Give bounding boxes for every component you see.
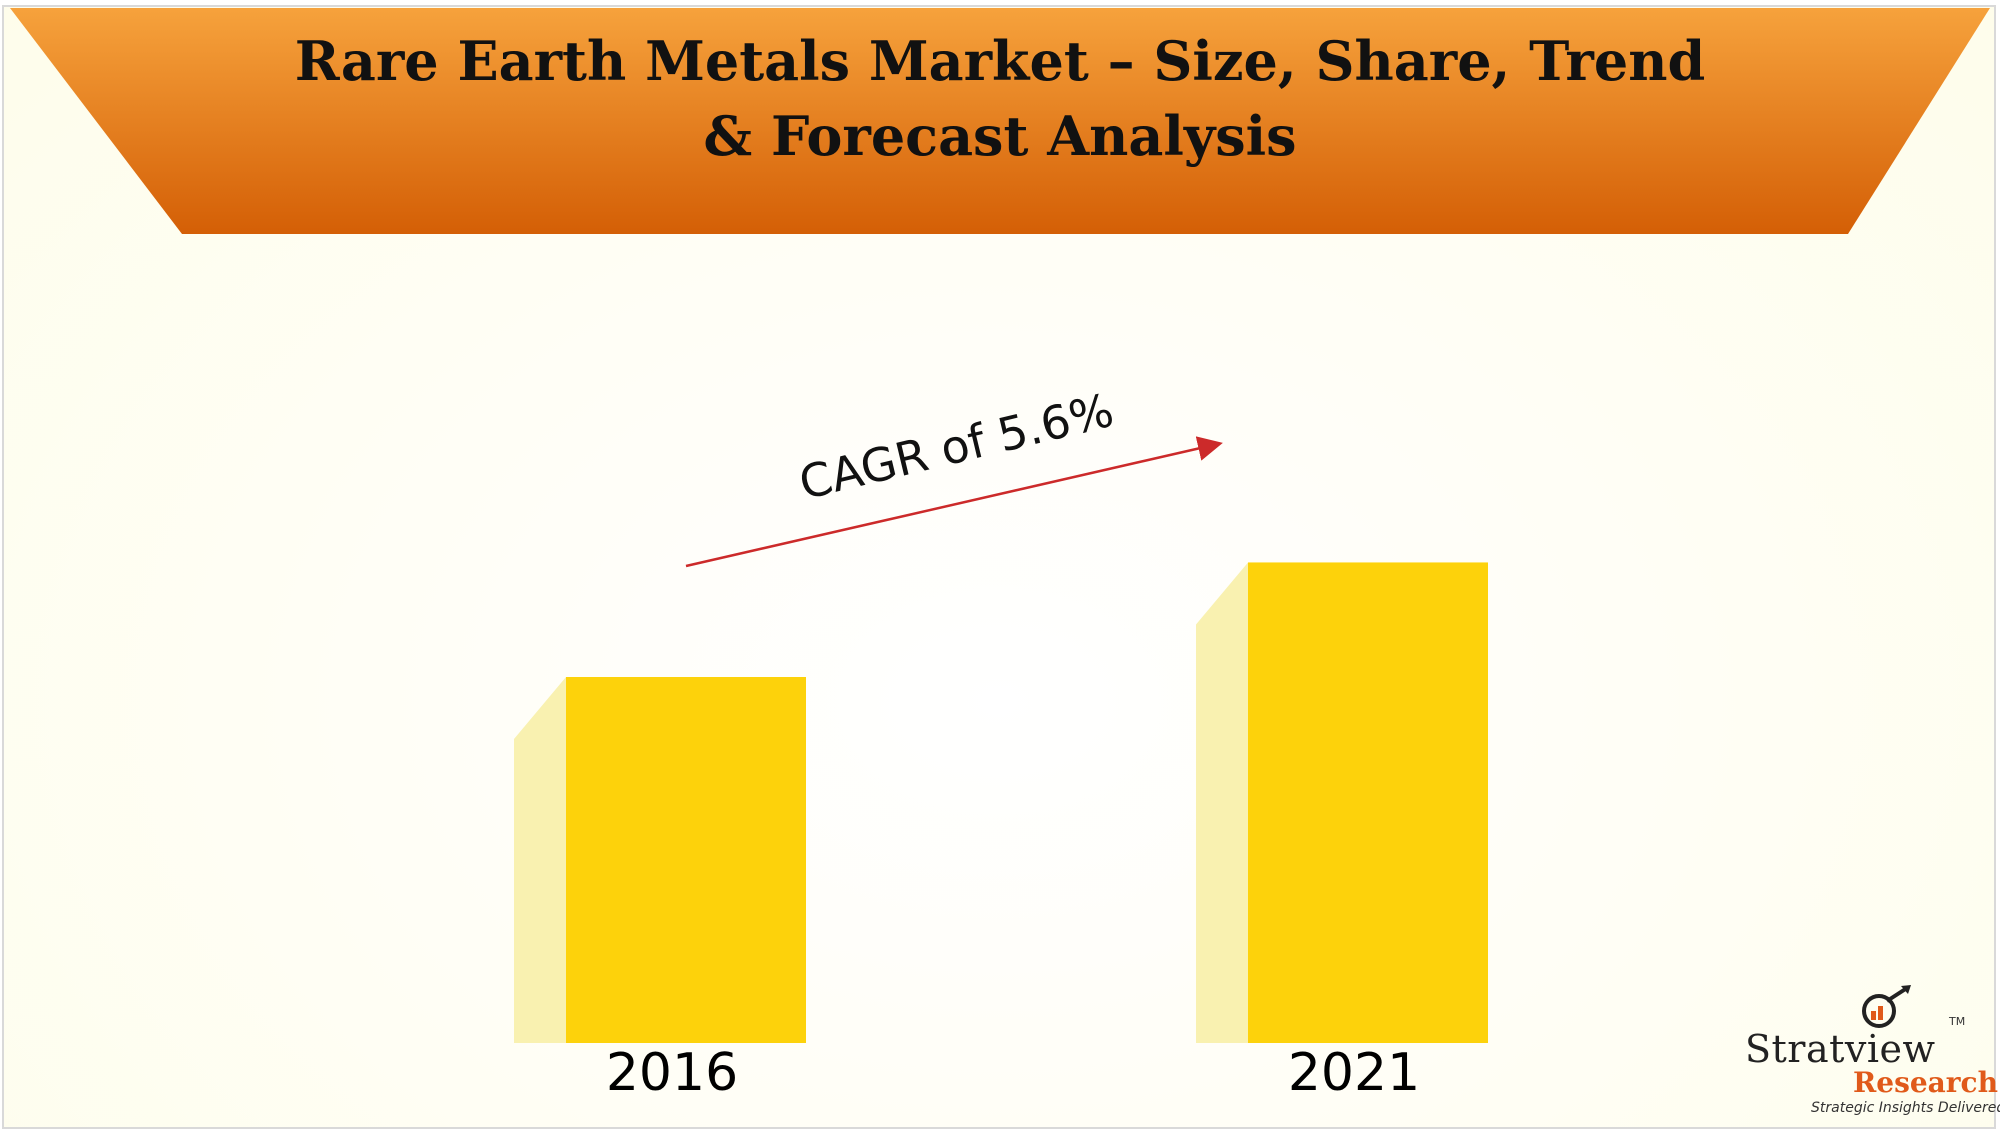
x-tick-label-2016: 2016 xyxy=(606,1043,738,1103)
magnifier-chart-icon xyxy=(1862,985,1911,1028)
x-tick-label-2021: 2021 xyxy=(1288,1043,1420,1103)
logo-brand: Stratview xyxy=(1745,1027,1936,1071)
title-banner xyxy=(10,8,1990,234)
logo-sub: Research xyxy=(1853,1066,1998,1099)
chart-title-line-2: & Forecast Analysis xyxy=(703,104,1296,168)
bar-2016 xyxy=(566,677,806,1043)
bar-side-2016 xyxy=(514,677,566,1043)
logo-tm: TM xyxy=(1949,1015,1966,1028)
bars-layer: 2016 2021 xyxy=(514,562,1488,1103)
bar-2021 xyxy=(1248,562,1488,1043)
cagr-arrow xyxy=(685,436,1223,568)
stratview-logo: Stratview TM Research Strategic Insights… xyxy=(1745,985,2000,1116)
chart-title-line-1: Rare Earth Metals Market – Size, Share, … xyxy=(295,29,1706,93)
bar-side-2021 xyxy=(1196,562,1248,1043)
logo-tagline: Strategic Insights Delivered xyxy=(1811,1100,2000,1116)
cagr-annotation: CAGR of 5.6% xyxy=(794,383,1119,510)
